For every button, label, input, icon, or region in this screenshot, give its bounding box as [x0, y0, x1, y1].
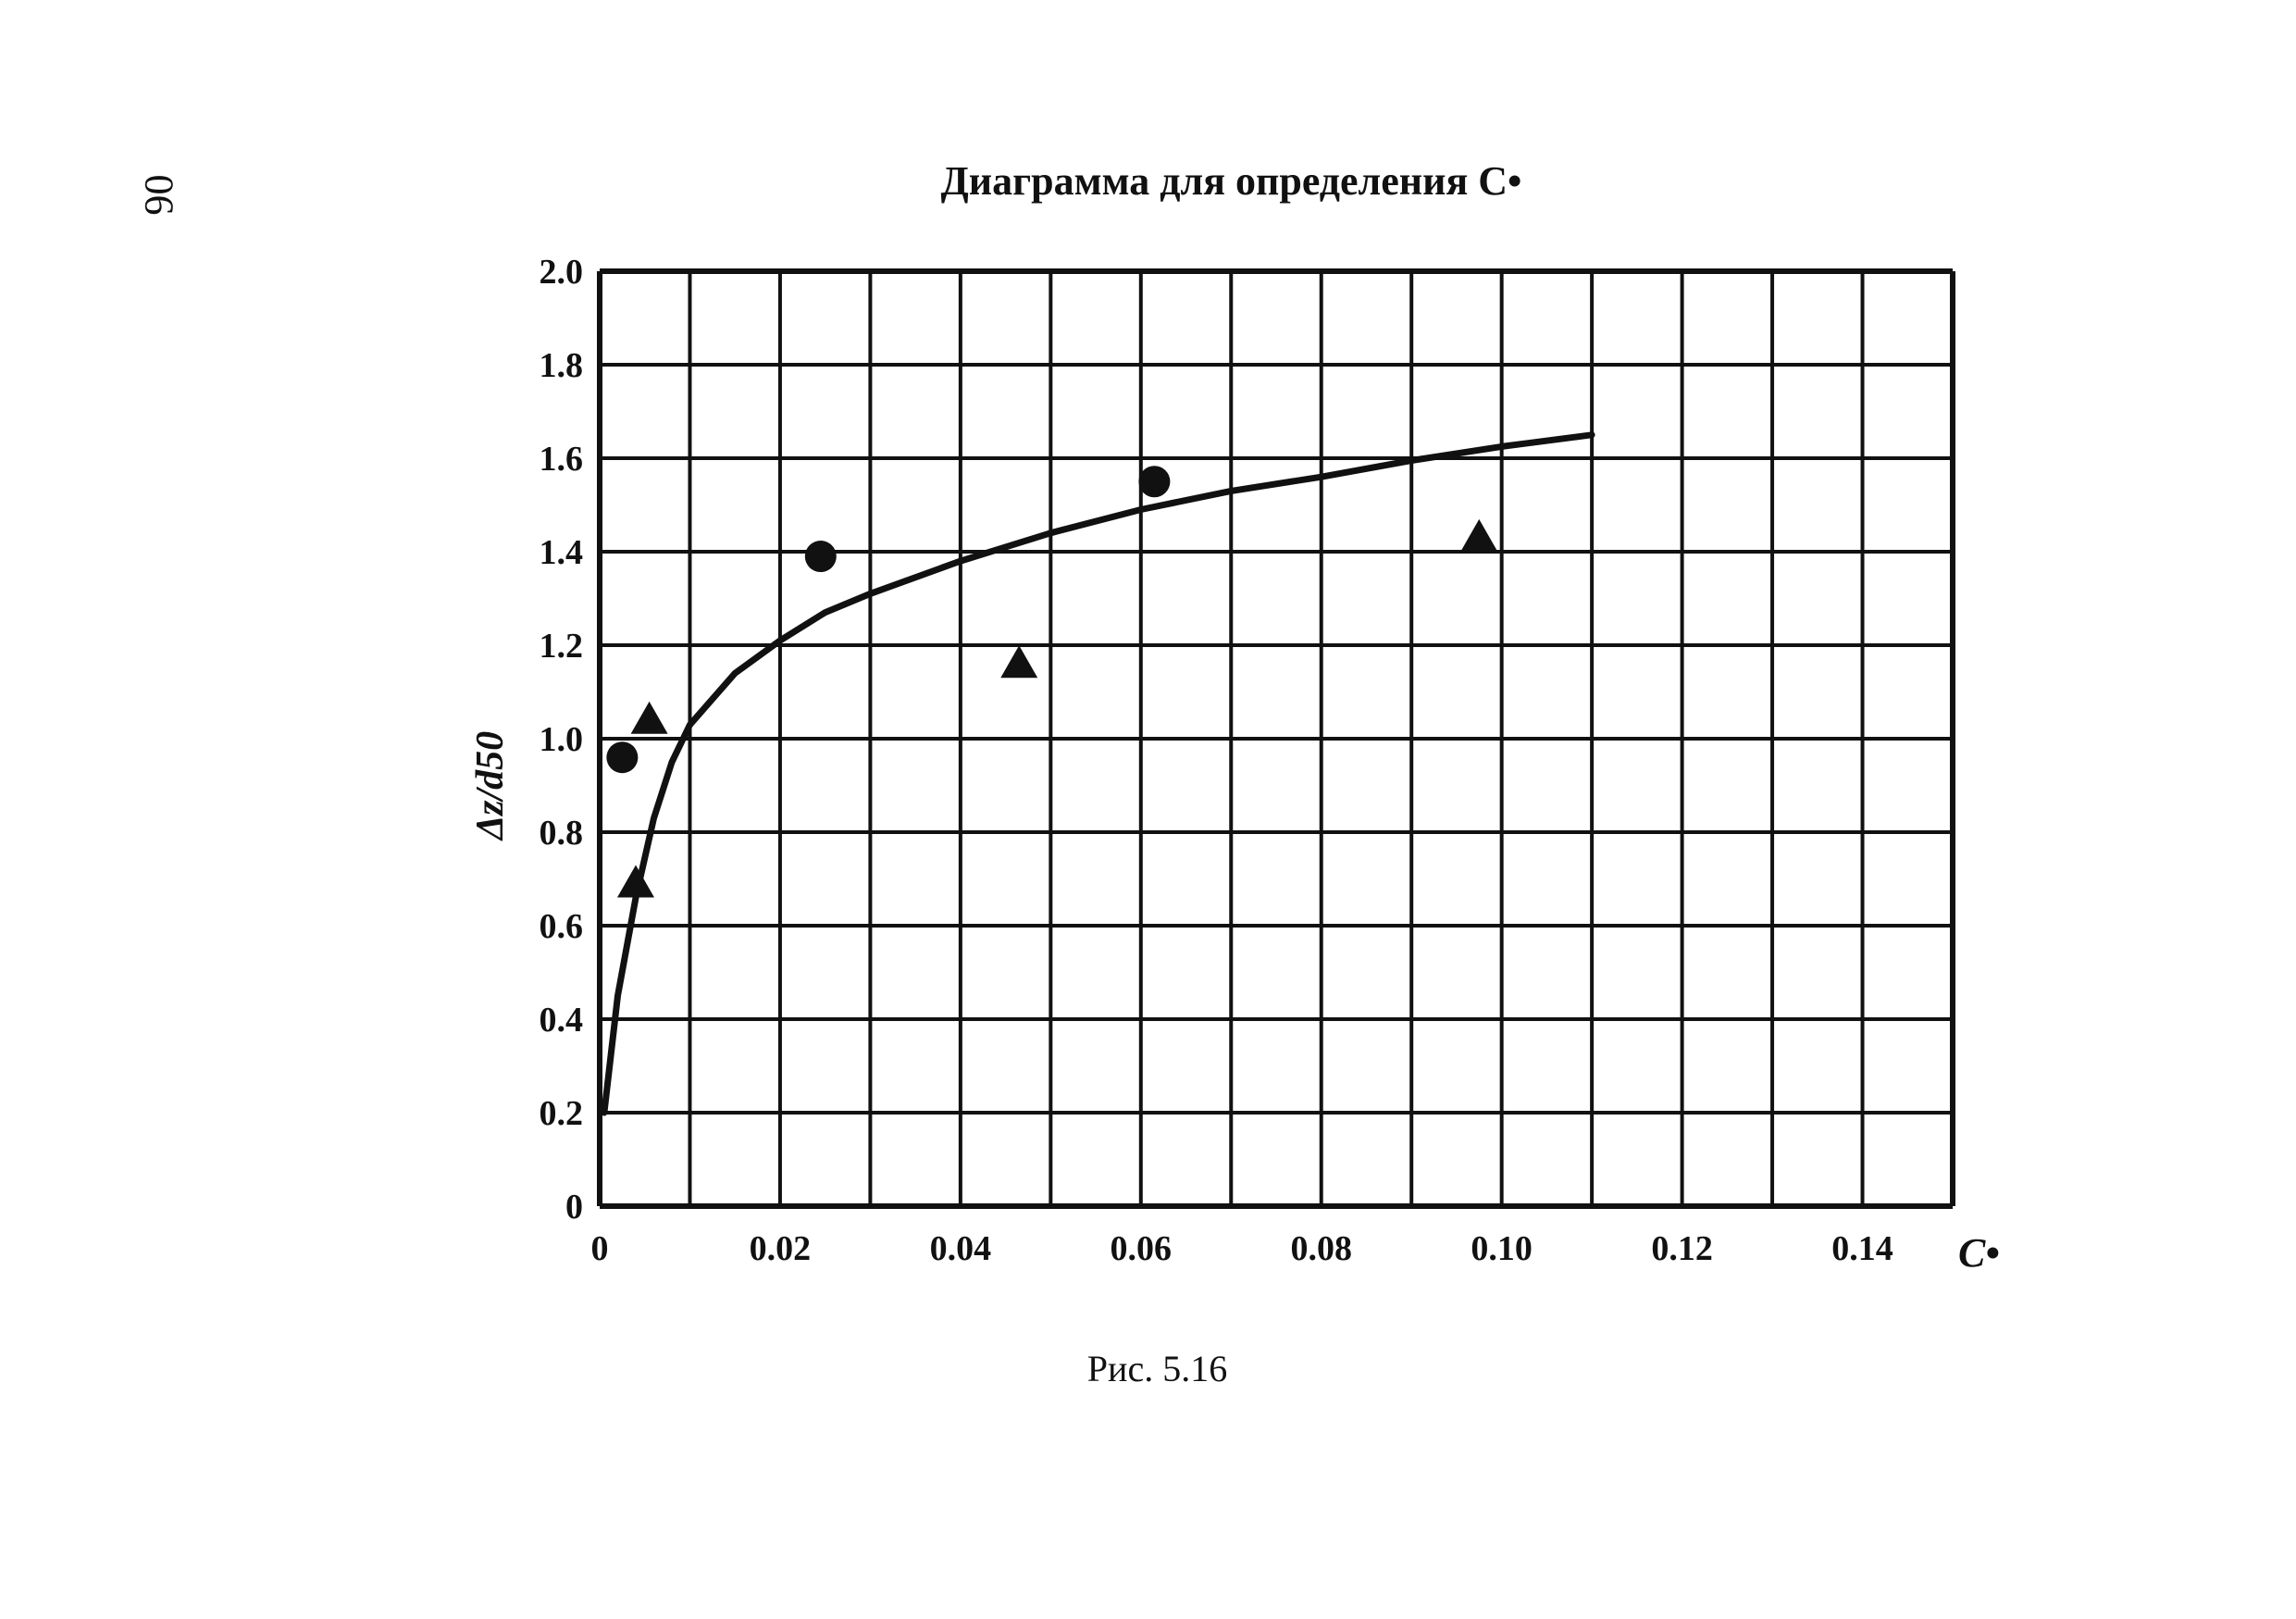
y-tick-label: 1.4 — [540, 533, 584, 572]
x-tick-label: 0.10 — [1471, 1229, 1533, 1268]
y-tick-label: 0.4 — [540, 1001, 584, 1040]
x-tick-label: 0 — [591, 1229, 609, 1268]
y-tick-label: 1.0 — [540, 720, 584, 759]
y-tick-label: 0.6 — [540, 907, 584, 946]
x-tick-label: 0.04 — [930, 1229, 992, 1268]
y-tick-label: 1.2 — [540, 627, 584, 666]
figure-caption: Рис. 5.16 — [1086, 1348, 1228, 1389]
x-tick-label: 0.14 — [1831, 1229, 1893, 1268]
data-point-triangle — [1460, 518, 1498, 552]
y-tick-label: 2.0 — [540, 253, 584, 292]
data-point-circle — [804, 541, 837, 573]
y-tick-label: 0.8 — [540, 814, 584, 853]
x-tick-label: 0.02 — [750, 1229, 812, 1268]
x-tick-label: 0.08 — [1290, 1229, 1352, 1268]
data-point-triangle — [1000, 645, 1038, 679]
data-point-circle — [1138, 466, 1171, 498]
data-markers — [606, 466, 1498, 898]
y-tick-label: 0 — [565, 1188, 583, 1227]
y-tick-label: 0.2 — [540, 1094, 584, 1133]
data-point-circle — [606, 741, 639, 774]
x-axis-ticks: 0 0.02 0.04 0.06 0.08 0.10 0.12 0.14 — [591, 1229, 1893, 1268]
y-axis-label: Δz/d50 — [469, 731, 512, 841]
y-tick-label: 1.8 — [540, 346, 584, 385]
data-point-triangle — [630, 701, 668, 734]
x-axis-label: C• — [1958, 1230, 2000, 1276]
fit-curve — [601, 431, 1595, 1116]
x-tick-label: 0.06 — [1111, 1229, 1173, 1268]
y-tick-label: 1.6 — [540, 440, 584, 479]
chart-title: Диаграмма для определения C• — [940, 158, 1522, 204]
x-tick-label: 0.12 — [1651, 1229, 1713, 1268]
chart-grid — [597, 268, 1955, 1209]
y-axis-ticks: 0 0.2 0.4 0.6 0.8 1.0 1.2 1.4 1.6 1.8 2.0 — [540, 253, 584, 1227]
data-point-triangle — [616, 865, 654, 898]
